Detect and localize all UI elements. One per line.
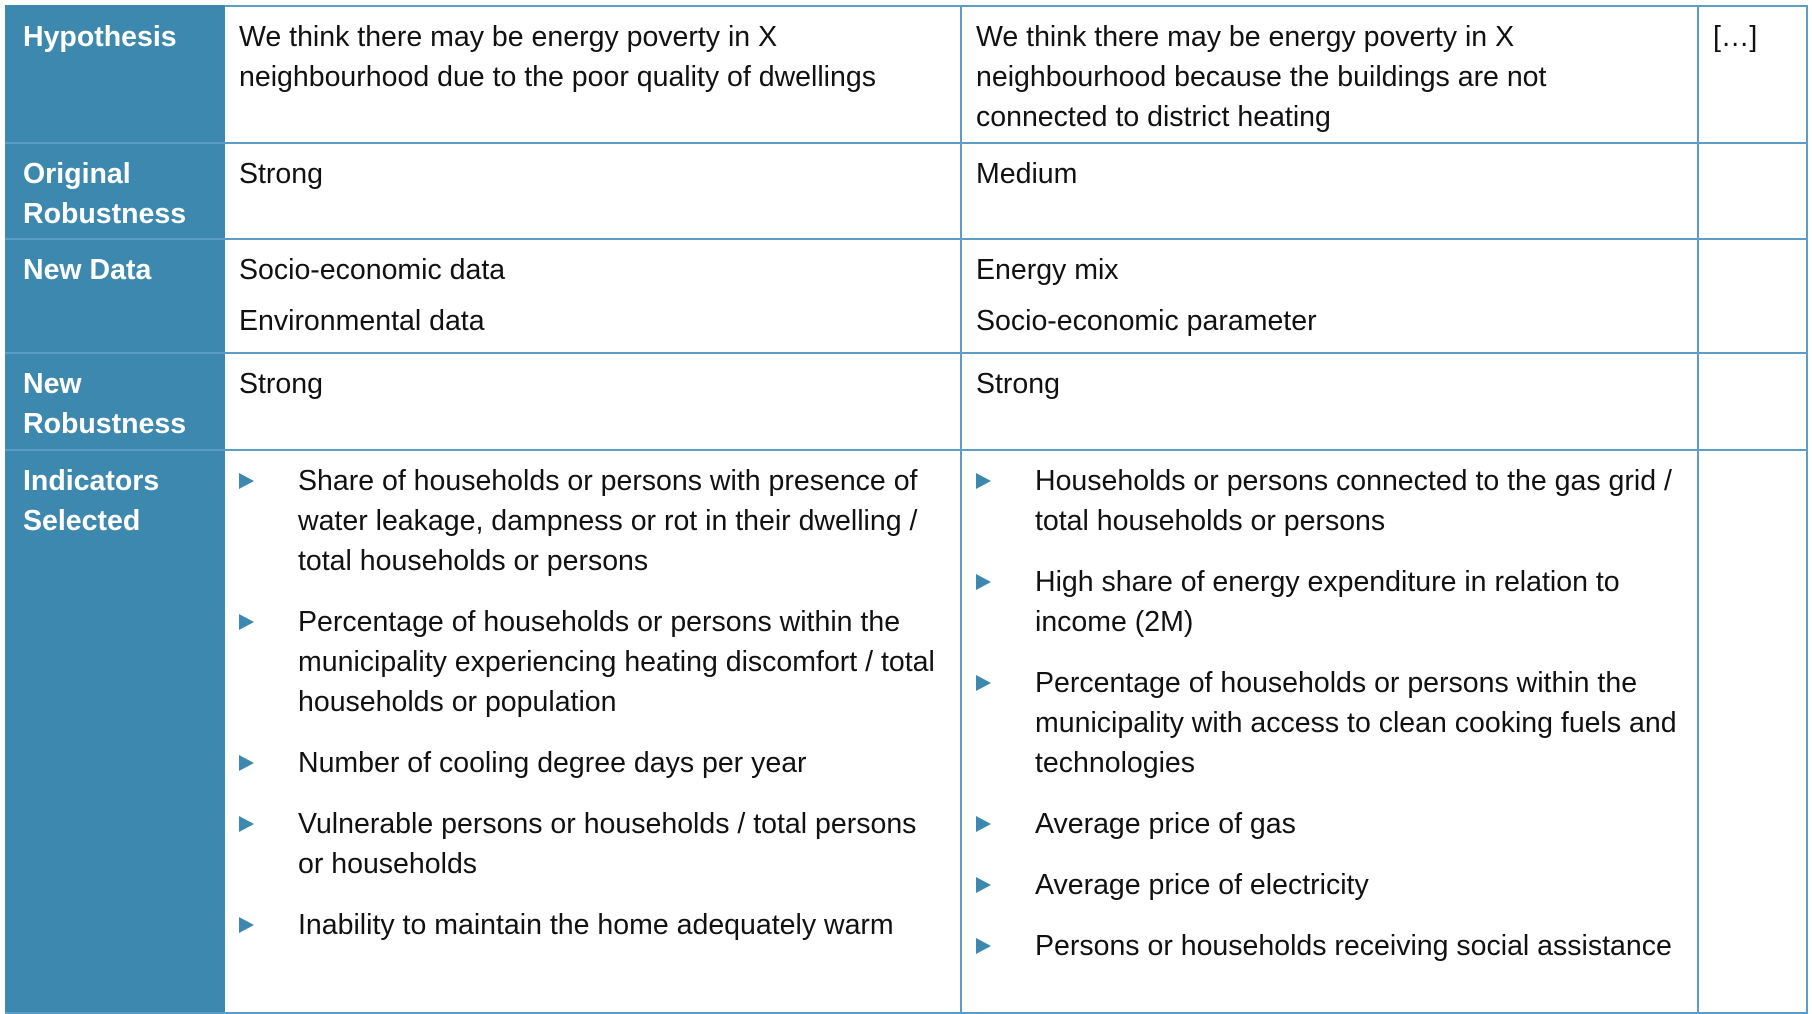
data-item: Energy mix	[976, 254, 1119, 286]
cell	[1697, 352, 1808, 451]
indicator-item: Households or persons connected to the g…	[976, 461, 1683, 541]
row-new-data: New Data Socio-economic data Environment…	[5, 238, 1808, 354]
indicator-text: Percentage of households or persons with…	[1035, 667, 1677, 779]
indicator-item: Average price of gas	[976, 804, 1683, 844]
cell: We think there may be energy poverty in …	[223, 5, 962, 144]
cell: Energy mix Socio-economic parameter	[960, 238, 1699, 354]
cell: Households or persons connected to the g…	[960, 449, 1699, 1014]
cell: Strong	[960, 352, 1699, 451]
row-hypothesis: Hypothesis We think there may be energy …	[5, 5, 1808, 144]
triangle-right-icon	[239, 755, 254, 771]
indicator-text: Average price of electricity	[1035, 869, 1369, 901]
indicator-text: Households or persons connected to the g…	[1035, 465, 1672, 537]
indicator-item: Percentage of households or persons with…	[976, 663, 1683, 783]
hypothesis-table: Hypothesis We think there may be energy …	[5, 5, 1808, 1014]
cell: […]	[1697, 5, 1808, 144]
row-original-robustness: Original Robustness Strong Medium	[5, 142, 1808, 240]
indicator-text: Vulnerable persons or households / total…	[298, 808, 917, 880]
triangle-right-icon	[976, 816, 991, 832]
indicator-item: Vulnerable persons or households / total…	[239, 804, 946, 884]
triangle-right-icon	[239, 816, 254, 832]
triangle-right-icon	[976, 675, 991, 691]
indicator-text: High share of energy expenditure in rela…	[1035, 566, 1620, 638]
data-item: Socio-economic parameter	[976, 305, 1317, 337]
cell: Medium	[960, 142, 1699, 240]
indicator-item: Percentage of households or persons with…	[239, 602, 946, 722]
indicator-text: Number of cooling degree days per year	[298, 747, 807, 779]
data-item: Environmental data	[239, 305, 485, 337]
row-header: Hypothesis	[5, 5, 225, 144]
indicator-text: Average price of gas	[1035, 808, 1296, 840]
indicator-item: Share of households or persons with pres…	[239, 461, 946, 581]
cell: Socio-economic data Environmental data	[223, 238, 962, 354]
indicator-text: Inability to maintain the home adequatel…	[298, 909, 894, 941]
cell	[1697, 238, 1808, 354]
triangle-right-icon	[976, 574, 991, 590]
row-header: New Data	[5, 238, 225, 354]
indicator-list: Households or persons connected to the g…	[976, 461, 1683, 966]
cell: Strong	[223, 142, 962, 240]
cell	[1697, 449, 1808, 1014]
indicator-item: Average price of electricity	[976, 865, 1683, 905]
triangle-right-icon	[976, 938, 991, 954]
triangle-right-icon	[976, 473, 991, 489]
indicator-item: Inability to maintain the home adequatel…	[239, 905, 946, 945]
indicator-item: Persons or households receiving social a…	[976, 926, 1683, 966]
cell	[1697, 142, 1808, 240]
indicator-text: Persons or households receiving social a…	[1035, 930, 1672, 962]
triangle-right-icon	[239, 614, 254, 630]
data-item: Socio-economic data	[239, 254, 506, 286]
triangle-right-icon	[239, 917, 254, 933]
triangle-right-icon	[976, 877, 991, 893]
indicator-list: Share of households or persons with pres…	[239, 461, 946, 945]
row-header: Indicators Selected	[5, 449, 225, 1014]
indicator-item: Number of cooling degree days per year	[239, 743, 946, 783]
indicator-item: High share of energy expenditure in rela…	[976, 562, 1683, 642]
indicator-text: Percentage of households or persons with…	[298, 606, 935, 718]
cell: Strong	[223, 352, 962, 451]
indicator-text: Share of households or persons with pres…	[298, 465, 918, 577]
cell: Share of households or persons with pres…	[223, 449, 962, 1014]
row-header: Original Robustness	[5, 142, 225, 240]
cell: We think there may be energy poverty in …	[960, 5, 1699, 144]
row-new-robustness: New Robustness Strong Strong	[5, 352, 1808, 451]
triangle-right-icon	[239, 473, 254, 489]
row-indicators-selected: Indicators Selected Share of households …	[5, 449, 1808, 1014]
row-header: New Robustness	[5, 352, 225, 451]
